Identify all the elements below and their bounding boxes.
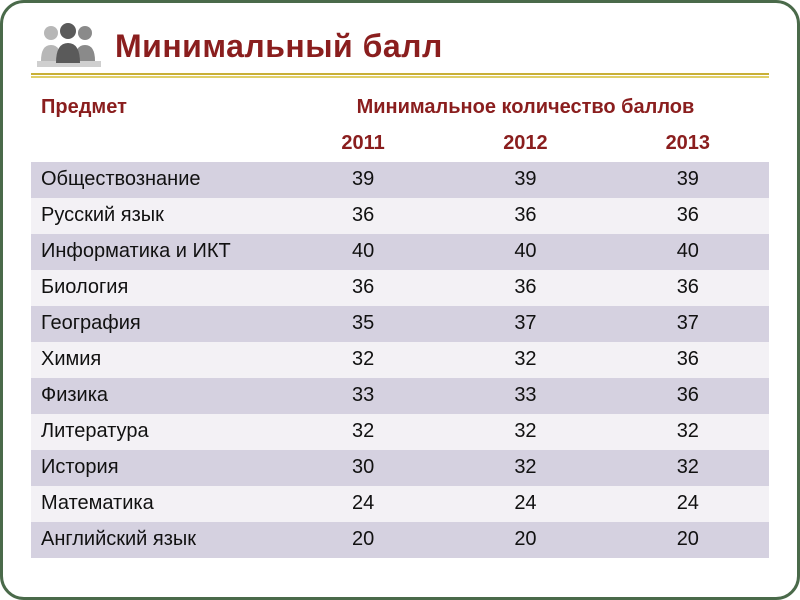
subject-cell: Литература <box>31 414 282 450</box>
subject-cell: Математика <box>31 486 282 522</box>
table-row: История 30 32 32 <box>31 450 769 486</box>
value-cell: 36 <box>282 270 444 306</box>
table-row: Физика 33 33 36 <box>31 378 769 414</box>
value-cell: 24 <box>607 486 769 522</box>
value-cell: 37 <box>444 306 606 342</box>
value-cell: 36 <box>607 378 769 414</box>
value-cell: 36 <box>607 342 769 378</box>
value-cell: 20 <box>282 522 444 558</box>
value-cell: 39 <box>607 162 769 198</box>
value-cell: 39 <box>444 162 606 198</box>
value-cell: 32 <box>282 414 444 450</box>
subject-cell: Английский язык <box>31 522 282 558</box>
value-cell: 32 <box>607 414 769 450</box>
table-row: География 35 37 37 <box>31 306 769 342</box>
col-header-year-1: 2012 <box>444 126 606 162</box>
underline-bar-bottom <box>31 76 769 78</box>
value-cell: 24 <box>282 486 444 522</box>
table-row: Литература 32 32 32 <box>31 414 769 450</box>
subject-cell: Физика <box>31 378 282 414</box>
col-header-subject: Предмет <box>31 90 282 126</box>
value-cell: 39 <box>282 162 444 198</box>
value-cell: 35 <box>282 306 444 342</box>
subject-cell: Обществознание <box>31 162 282 198</box>
value-cell: 37 <box>607 306 769 342</box>
page-title: Минимальный балл <box>115 28 443 67</box>
value-cell: 36 <box>444 270 606 306</box>
value-cell: 20 <box>444 522 606 558</box>
col-header-year-0: 2011 <box>282 126 444 162</box>
table-row: Английский язык 20 20 20 <box>31 522 769 558</box>
value-cell: 30 <box>282 450 444 486</box>
col-header-year-2: 2013 <box>607 126 769 162</box>
table-row: Химия 32 32 36 <box>31 342 769 378</box>
col-header-blank <box>31 126 282 162</box>
table-header-row-years: 2011 2012 2013 <box>31 126 769 162</box>
value-cell: 20 <box>607 522 769 558</box>
value-cell: 33 <box>282 378 444 414</box>
value-cell: 32 <box>282 342 444 378</box>
value-cell: 40 <box>607 234 769 270</box>
value-cell: 36 <box>282 198 444 234</box>
title-underline <box>31 73 769 78</box>
value-cell: 32 <box>444 414 606 450</box>
value-cell: 33 <box>444 378 606 414</box>
table-row: Информатика и ИКТ 40 40 40 <box>31 234 769 270</box>
value-cell: 36 <box>607 198 769 234</box>
slide-frame: Минимальный балл Предмет Минимальное кол… <box>0 0 800 600</box>
subject-cell: Биология <box>31 270 282 306</box>
value-cell: 32 <box>444 342 606 378</box>
subject-cell: Русский язык <box>31 198 282 234</box>
table-body: Обществознание 39 39 39 Русский язык 36 … <box>31 162 769 558</box>
table-header-row-1: Предмет Минимальное количество баллов <box>31 90 769 126</box>
table-row: Обществознание 39 39 39 <box>31 162 769 198</box>
value-cell: 36 <box>444 198 606 234</box>
subject-cell: Информатика и ИКТ <box>31 234 282 270</box>
value-cell: 40 <box>282 234 444 270</box>
value-cell: 32 <box>607 450 769 486</box>
people-silhouette-icon <box>37 21 101 67</box>
subject-cell: География <box>31 306 282 342</box>
subject-cell: Химия <box>31 342 282 378</box>
table-row: Русский язык 36 36 36 <box>31 198 769 234</box>
value-cell: 36 <box>607 270 769 306</box>
header: Минимальный балл <box>37 21 769 67</box>
table-row: Математика 24 24 24 <box>31 486 769 522</box>
value-cell: 24 <box>444 486 606 522</box>
col-header-scores: Минимальное количество баллов <box>282 90 769 126</box>
subject-cell: История <box>31 450 282 486</box>
scores-table: Предмет Минимальное количество баллов 20… <box>31 90 769 558</box>
value-cell: 32 <box>444 450 606 486</box>
value-cell: 40 <box>444 234 606 270</box>
table-row: Биология 36 36 36 <box>31 270 769 306</box>
